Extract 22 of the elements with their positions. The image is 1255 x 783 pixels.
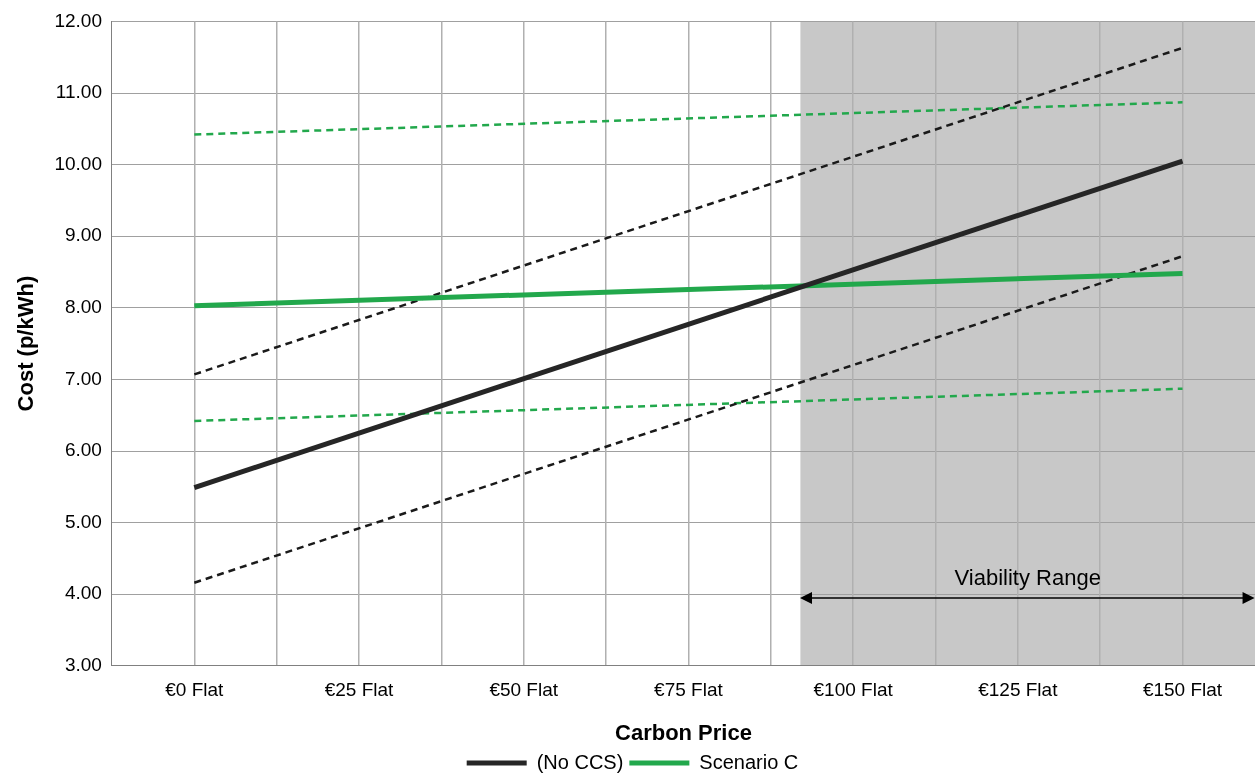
x-tick-label: €0 Flat [165,679,225,701]
band-label: Viability Range [954,564,1101,590]
y-tick-label: 3.00 [64,654,102,676]
legend-label: Scenario C [699,750,799,773]
y-axis-title: Cost (p/kWh) [13,275,39,412]
y-tick-label: 5.00 [64,510,102,532]
y-tick-label: 10.00 [54,152,102,174]
y-tick-label: 4.00 [64,582,102,604]
x-tick-label: €25 Flat [324,679,395,701]
y-tick-label: 12.00 [54,9,102,31]
y-tick-label: 7.00 [64,367,102,389]
y-tick-label: 8.00 [64,296,102,318]
legend-label: (No CCS) [536,750,624,773]
y-tick-label: 9.00 [64,224,102,246]
x-tick-label: €150 Flat [1142,679,1223,701]
x-tick-label: €100 Flat [813,679,894,701]
x-axis-title: Carbon Price [615,719,752,745]
y-tick-label: 6.00 [64,439,102,461]
x-tick-label: €50 Flat [489,679,559,701]
y-tick-label: 11.00 [55,81,102,103]
x-tick-label: €75 Flat [654,679,724,701]
x-tick-label: €125 Flat [978,679,1059,701]
